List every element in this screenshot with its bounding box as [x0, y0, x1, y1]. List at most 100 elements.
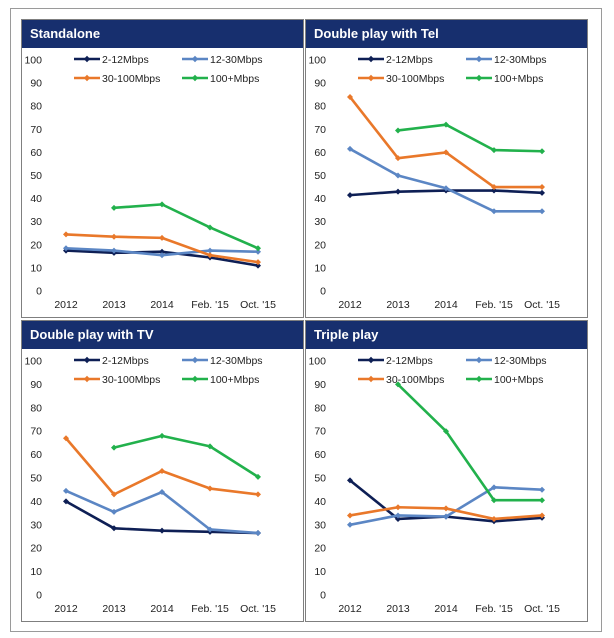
- panel-title: Triple play: [306, 321, 587, 349]
- legend-entry-30-100mbps: 30-100Mbps: [74, 374, 160, 386]
- data-point: [207, 252, 213, 259]
- chart-triple-play: 0 10 20 30 40 50 60 70 80 90 100 2012 2013 2014 Feb. '…: [308, 355, 560, 615]
- legend-marker: [475, 55, 483, 63]
- data-point: [539, 497, 545, 504]
- data-point: [539, 184, 545, 191]
- chart-panel-double-play-tv: Double play with TV 0 10 20 30 40 50 60 70 80 90 1…: [21, 320, 304, 622]
- legend-marker: [83, 74, 91, 82]
- data-point: [539, 486, 545, 493]
- data-point: [491, 484, 497, 491]
- data-point: [111, 525, 117, 532]
- chart-panel-double-play-tel: Double play with Tel 0 10 20 30 40 50 60 70 80 90…: [305, 19, 588, 318]
- y-tick-label: 0: [320, 286, 326, 298]
- y-tick-label: 80: [314, 101, 326, 113]
- legend-marker: [83, 375, 91, 383]
- y-tick-label: 10: [314, 262, 326, 274]
- data-point: [347, 521, 353, 528]
- legend-marker: [367, 55, 375, 63]
- y-tick-label: 20: [314, 239, 326, 251]
- x-tick-label: 2014: [150, 299, 174, 311]
- y-tick-label: 100: [308, 356, 326, 368]
- data-point: [443, 185, 449, 192]
- series-line-100-mbps: [397, 383, 542, 502]
- legend-label: 12-30Mbps: [494, 355, 547, 367]
- series-line-30-100mbps: [348, 96, 542, 189]
- data-point: [159, 467, 165, 474]
- x-tick-label: 2012: [338, 299, 362, 311]
- data-point: [443, 428, 449, 435]
- series-line-12-30mbps: [349, 147, 542, 213]
- y-tick-label: 30: [314, 519, 326, 531]
- y-tick-label: 20: [30, 239, 42, 251]
- panel-title: Double play with Tel: [306, 20, 587, 48]
- series-line-100-mbps: [113, 434, 259, 478]
- y-tick-label: 40: [30, 193, 42, 205]
- data-point: [111, 444, 117, 451]
- legend-label: 2-12Mbps: [102, 54, 149, 66]
- data-point: [63, 245, 69, 252]
- legend-entry-100-mbps: 100+Mbps: [182, 73, 259, 85]
- x-tick-label: 2012: [54, 603, 78, 615]
- legend-label: 100+Mbps: [210, 374, 259, 386]
- y-tick-label: 60: [30, 449, 42, 461]
- legend-marker: [475, 375, 483, 383]
- data-point: [111, 491, 117, 498]
- legend-marker: [367, 74, 375, 82]
- legend-marker: [191, 375, 199, 383]
- data-point: [395, 127, 401, 134]
- legend-marker: [367, 375, 375, 383]
- data-point: [347, 93, 353, 100]
- legend-entry-2-12mbps: 2-12Mbps: [74, 54, 149, 66]
- series-100-mbps: [111, 432, 261, 480]
- legend-label: 12-30Mbps: [210, 355, 263, 367]
- legend-label: 12-30Mbps: [494, 54, 547, 66]
- y-tick-label: 70: [314, 426, 326, 438]
- legend-entry-2-12mbps: 2-12Mbps: [358, 355, 433, 367]
- data-point: [159, 489, 165, 496]
- legend-label: 100+Mbps: [494, 374, 543, 386]
- legend-entry-12-30mbps: 12-30Mbps: [182, 54, 263, 66]
- series-30-100mbps: [347, 93, 545, 191]
- legend-entry-2-12mbps: 2-12Mbps: [74, 355, 149, 367]
- panel-title: Double play with TV: [22, 321, 303, 349]
- legend-entry-30-100mbps: 30-100Mbps: [358, 73, 444, 85]
- data-point: [159, 252, 165, 259]
- y-tick-label: 30: [314, 216, 326, 228]
- y-tick-label: 70: [30, 124, 42, 136]
- y-tick-label: 30: [30, 519, 42, 531]
- series-30-100mbps: [347, 504, 545, 522]
- y-tick-label: 50: [30, 473, 42, 485]
- x-tick-label: 2014: [434, 299, 458, 311]
- legend-label: 30-100Mbps: [386, 374, 444, 386]
- data-point: [539, 189, 545, 196]
- data-point: [395, 172, 401, 179]
- x-tick-label: 2012: [338, 603, 362, 615]
- y-tick-label: 80: [30, 402, 42, 414]
- data-point: [255, 491, 261, 498]
- y-tick-label: 40: [30, 496, 42, 508]
- y-tick-label: 50: [314, 170, 326, 182]
- y-tick-label: 30: [30, 216, 42, 228]
- data-point: [539, 512, 545, 519]
- data-point: [347, 512, 353, 519]
- x-tick-label: Oct. '15: [240, 299, 276, 311]
- series-12-30mbps: [63, 487, 261, 536]
- legend-entry-2-12mbps: 2-12Mbps: [358, 54, 433, 66]
- report-frame: Standalone 0 10 20 30 40 50 60 70 80 90 100 2012 201…: [10, 8, 602, 632]
- data-point: [63, 231, 69, 238]
- series-line-100-mbps: [397, 123, 543, 153]
- legend-entry-30-100mbps: 30-100Mbps: [358, 374, 444, 386]
- legend-entry-12-30mbps: 12-30Mbps: [182, 355, 263, 367]
- data-point: [491, 147, 497, 154]
- y-tick-label: 60: [30, 147, 42, 159]
- y-tick-label: 100: [308, 55, 326, 67]
- data-point: [255, 248, 261, 255]
- data-point: [255, 245, 261, 252]
- data-point: [159, 248, 165, 255]
- data-point: [347, 145, 353, 152]
- y-tick-label: 10: [314, 566, 326, 578]
- data-point: [443, 513, 449, 520]
- y-tick-label: 90: [314, 78, 326, 90]
- series-12-30mbps: [347, 484, 545, 528]
- data-point: [491, 515, 497, 522]
